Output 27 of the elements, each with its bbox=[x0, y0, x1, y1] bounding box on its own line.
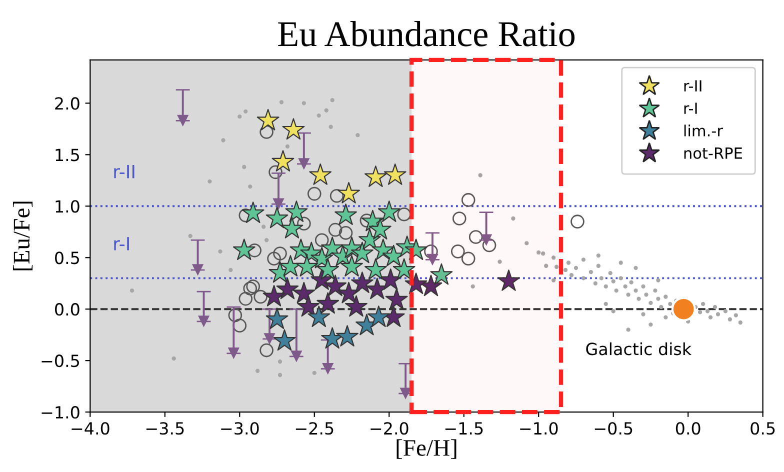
x-tick-label: −2.0 bbox=[370, 422, 408, 435]
chart-title: Eu Abundance Ratio bbox=[278, 20, 575, 46]
x-axis-title: [Fe/H] bbox=[396, 439, 456, 459]
x-tick-label: −0.5 bbox=[594, 422, 632, 435]
y-tick-label: 0.5 bbox=[55, 252, 79, 264]
x-tick-label: −1.5 bbox=[445, 422, 483, 435]
legend-label: lim.-r bbox=[684, 124, 723, 136]
y-tick-label: −0.5 bbox=[42, 354, 79, 368]
y-tick-label: 1.5 bbox=[56, 148, 79, 162]
annotation: Galactic disk bbox=[586, 342, 692, 356]
x-tick-label: −3.5 bbox=[146, 422, 184, 435]
x-tick-label: −4.0 bbox=[72, 422, 110, 435]
legend-label: r-II bbox=[684, 80, 702, 92]
y-tick-label: 2.0 bbox=[55, 97, 80, 110]
x-tick-label: 0.0 bbox=[676, 422, 700, 435]
y-tick-label: 0.0 bbox=[55, 303, 80, 316]
y-tick-label: −1.0 bbox=[42, 406, 80, 419]
ref-line-label: r-II bbox=[114, 165, 134, 178]
x-tick-label: −2.5 bbox=[296, 422, 334, 435]
x-tick-label: −1.0 bbox=[520, 422, 558, 435]
ref-line-label: r-I bbox=[114, 237, 129, 250]
y-axis-title: [Eu/Fe] bbox=[13, 202, 33, 270]
x-tick-label: 0.5 bbox=[750, 422, 775, 435]
legend-label: not-RPE bbox=[684, 148, 742, 159]
x-tick-label: −3.0 bbox=[221, 422, 259, 435]
legend-label: r-I bbox=[684, 102, 697, 114]
y-tick-label: 1.0 bbox=[56, 200, 80, 213]
